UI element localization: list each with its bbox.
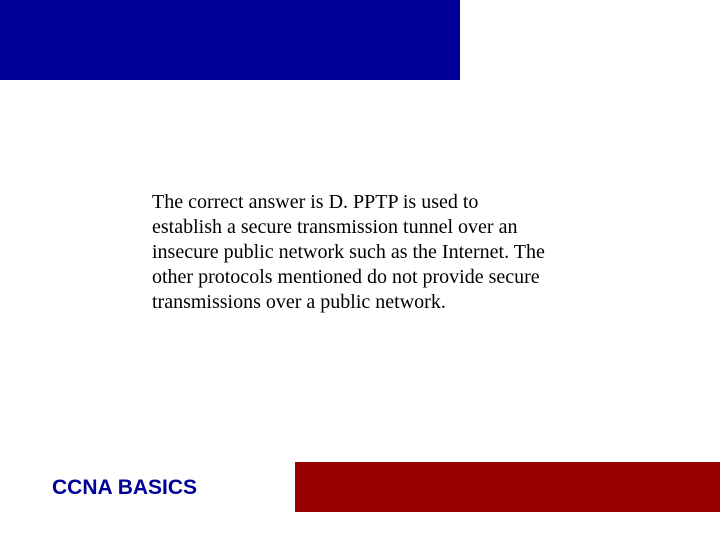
footer-title: CCNA BASICS bbox=[52, 476, 197, 500]
answer-explanation-text: The correct answer is D. PPTP is used to… bbox=[152, 190, 550, 315]
bottom-banner bbox=[295, 462, 720, 512]
top-banner bbox=[0, 0, 460, 80]
